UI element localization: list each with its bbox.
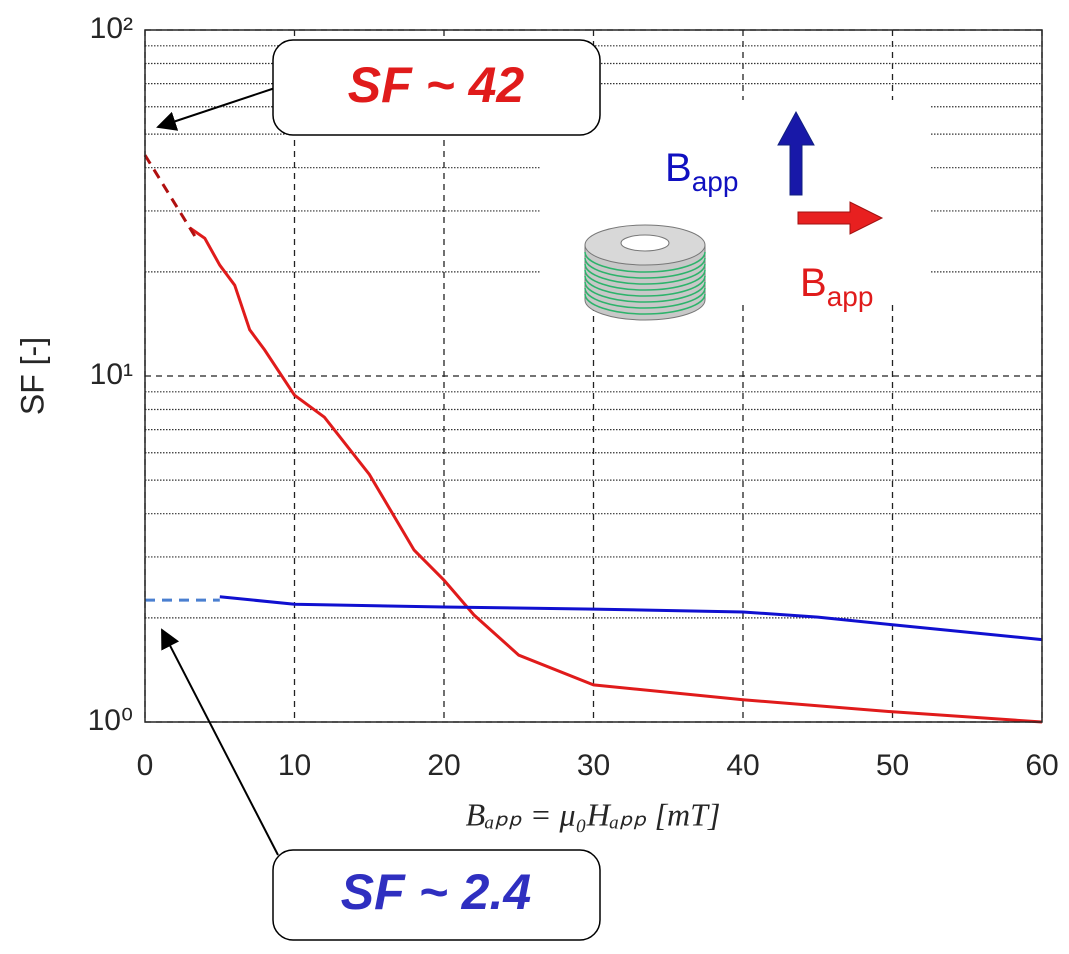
annotation-arrow (156, 87, 276, 131)
axes-box (144, 29, 1043, 723)
field-label: Bapp (665, 146, 738, 198)
plot-area (143, 154, 1043, 724)
annotation-box (272, 39, 601, 136)
field-label-main: B (800, 261, 827, 305)
field-label-main: B (665, 146, 692, 190)
red-arrow (797, 201, 884, 235)
annotation-arrow (161, 628, 279, 856)
field-label-sub: app (827, 281, 874, 312)
x-tick-label: 40 (726, 749, 759, 782)
annotation-box (272, 849, 601, 941)
data-line (188, 226, 1043, 724)
data-line (219, 595, 1043, 642)
blue-arrow (777, 110, 815, 196)
y-axis-label: SF [-] (14, 337, 50, 415)
annotation: SF ~ 2.4 (341, 864, 531, 920)
data-line (143, 154, 199, 241)
ring-illustration (584, 224, 706, 321)
x-tick-label: 30 (577, 749, 610, 782)
x-tick-label: 60 (1025, 749, 1058, 782)
y-tick-label: 10⁰ (88, 704, 133, 737)
x-tick-label: 10 (278, 749, 311, 782)
x-tick-label: 0 (137, 749, 154, 782)
annotation: SF ~ 42 (348, 57, 525, 113)
y-tick-label: 10² (90, 12, 133, 45)
x-axis-label: Bₐₚₚ = μ₀Hₐₚₚ [mT] (466, 796, 721, 832)
field-label-sub: app (692, 166, 739, 197)
y-tick-label: 10¹ (90, 358, 133, 391)
field-label: Bapp (800, 261, 873, 313)
x-tick-label: 50 (876, 749, 909, 782)
x-tick-label: 20 (427, 749, 460, 782)
